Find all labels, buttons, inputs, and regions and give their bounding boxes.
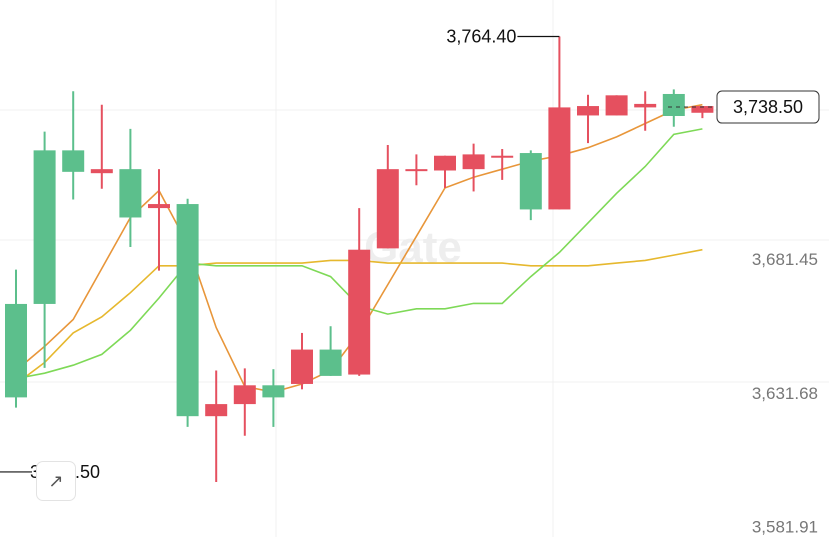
candle xyxy=(691,106,714,119)
candle-body xyxy=(176,204,199,417)
candle-body xyxy=(119,169,142,218)
candle-body xyxy=(233,385,256,405)
candle-body xyxy=(405,169,428,172)
candle-body xyxy=(376,169,399,249)
y-tick-label: 3,631.68 xyxy=(752,384,818,403)
candle-body xyxy=(348,249,371,375)
candle xyxy=(519,150,542,221)
candle xyxy=(205,370,228,482)
candle xyxy=(634,91,657,131)
candle xyxy=(119,128,142,248)
high-price-label: 3,764.40 xyxy=(446,27,516,47)
candle xyxy=(319,326,342,376)
y-tick-label: 3,681.45 xyxy=(752,250,818,269)
candle-body xyxy=(434,155,456,171)
candle-body xyxy=(291,349,313,384)
candle-body xyxy=(605,95,628,116)
candle-body xyxy=(462,154,485,170)
candle-body xyxy=(205,404,228,417)
candle-body xyxy=(90,169,113,174)
candle xyxy=(434,155,456,188)
candle xyxy=(376,144,399,249)
candle-body xyxy=(319,349,342,376)
candle-body xyxy=(262,385,285,398)
candle-body xyxy=(33,150,56,304)
candle xyxy=(405,154,428,186)
candle xyxy=(577,94,599,144)
candle xyxy=(262,369,285,427)
candle-body xyxy=(519,153,542,210)
candle xyxy=(291,332,313,390)
candle xyxy=(662,89,685,127)
candle xyxy=(62,91,85,200)
candle xyxy=(462,143,485,192)
last-price-tag xyxy=(716,90,820,124)
candle xyxy=(233,368,256,436)
candle-body xyxy=(491,155,514,158)
y-axis-labels: 3,681.45 3,631.68 3,581.91 xyxy=(752,250,818,536)
y-tick-label: 3,581.91 xyxy=(752,518,818,537)
candles xyxy=(5,36,714,482)
candle xyxy=(33,131,56,368)
candle-body xyxy=(148,204,170,209)
last-price-label: 3,738.50 xyxy=(733,97,803,117)
candle xyxy=(348,208,371,376)
candle xyxy=(5,269,27,408)
candle-body xyxy=(62,150,85,172)
candle-body xyxy=(662,93,685,116)
candle-body xyxy=(691,106,714,113)
candle xyxy=(148,169,170,271)
candle xyxy=(491,149,514,180)
price-markers: 3,764.403,598.503,738.50 xyxy=(0,27,820,482)
candle-body xyxy=(5,303,27,398)
candle-body xyxy=(634,103,657,108)
expand-icon[interactable]: ↗ xyxy=(36,461,76,501)
candle-body xyxy=(577,106,599,116)
candle-body xyxy=(548,107,571,210)
candle xyxy=(90,104,113,189)
candle xyxy=(548,36,571,210)
candle xyxy=(605,95,628,116)
candle xyxy=(176,198,199,427)
